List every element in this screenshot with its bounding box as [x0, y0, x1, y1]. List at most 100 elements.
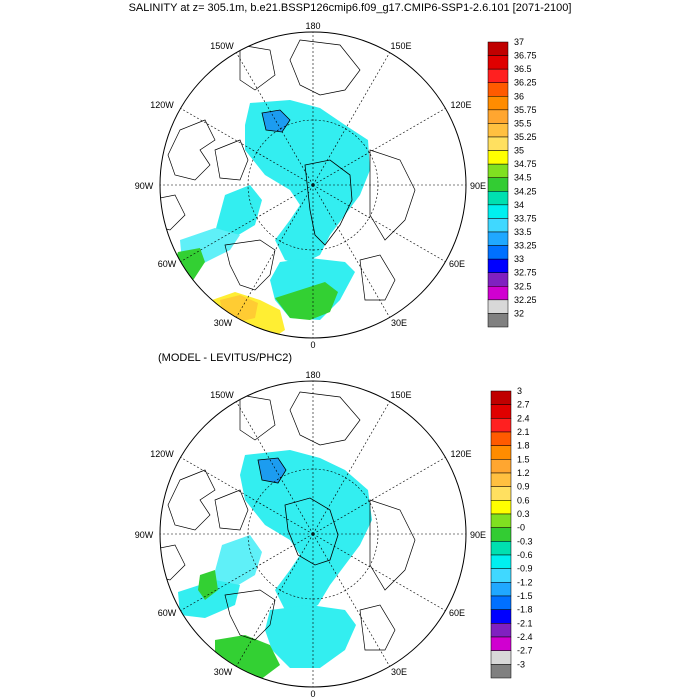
lon-label-60w: 60W	[158, 259, 177, 269]
colorbar-label: 34.25	[514, 186, 537, 196]
difference-subtitle: (MODEL - LEVITUS/PHC2)	[158, 352, 293, 364]
colorbar-label: 1.5	[517, 454, 530, 464]
colorbar-label: 32.25	[514, 295, 537, 305]
colorbar-swatch	[487, 258, 509, 273]
colorbar-swatch	[490, 459, 512, 474]
top-colorbar: 37 36.75 36.5 36.25 36 35.75 35.5 35.25 35 34.75 3…	[487, 37, 537, 328]
lon-label-30e: 30E	[391, 318, 407, 328]
lon-label-180: 180	[305, 21, 320, 31]
colorbar-label: 32.5	[514, 281, 532, 291]
bottom-arctic-basin-fill	[240, 450, 372, 615]
colorbar-swatch	[490, 513, 512, 528]
colorbar-label: 32	[514, 308, 524, 318]
colorbar-label: 0.6	[517, 495, 530, 505]
lon-label-150e: 150E	[390, 390, 411, 400]
colorbar-label: -3	[517, 659, 525, 669]
bottom-contour-line-2	[257, 457, 287, 484]
colorbar-swatch	[490, 650, 512, 665]
colorbar-swatch	[487, 163, 509, 178]
lon-label-150w: 150W	[210, 390, 234, 400]
colorbar-label: 0.9	[517, 482, 530, 492]
colorbar-swatch	[490, 390, 512, 405]
lon-label-0: 0	[310, 340, 315, 350]
colorbar-label: 35.5	[514, 118, 532, 128]
colorbar-swatch	[487, 191, 509, 206]
colorbar-swatch	[487, 204, 509, 219]
colorbar-swatch	[487, 68, 509, 83]
colorbar-swatch	[490, 609, 512, 624]
colorbar-swatch	[490, 568, 512, 583]
colorbar-label: 2.7	[517, 400, 530, 410]
colorbar-label: 33.25	[514, 241, 537, 251]
colorbar-label: 33.5	[514, 227, 532, 237]
top-arctic-basin-fill	[245, 100, 370, 265]
colorbar-swatch	[490, 636, 512, 651]
colorbar-label: 2.1	[517, 427, 530, 437]
colorbar-swatch	[490, 486, 512, 501]
colorbar-swatch	[487, 231, 509, 246]
lon-label-150e: 150E	[390, 41, 411, 51]
bottom-coastline	[160, 391, 416, 651]
colorbar-label: 33	[514, 254, 524, 264]
lon-label-180: 180	[305, 370, 320, 380]
colorbar-swatch	[487, 313, 509, 328]
lon-label-30w: 30W	[214, 667, 233, 677]
colorbar-swatch	[487, 123, 509, 138]
colorbar-swatch	[487, 55, 509, 70]
colorbar-label: 34.75	[514, 159, 537, 169]
bottom-contour-line	[284, 497, 339, 566]
colorbar-swatch	[487, 109, 509, 124]
colorbar-label: 37	[514, 37, 524, 47]
colorbar-label: 35.75	[514, 105, 537, 115]
colorbar-label: -0	[517, 523, 525, 533]
bottom-colorbar: 3 2.7 2.4 2.1 1.8 1.5 1.2 0.9 0.6 0.3 -0 -0.3 -0.6 -0…	[490, 386, 533, 679]
colorbar-swatch	[490, 472, 512, 487]
colorbar-label: 3	[517, 386, 522, 396]
colorbar-swatch	[490, 595, 512, 610]
lon-label-90e: 90E	[470, 181, 486, 191]
colorbar-swatch	[487, 218, 509, 233]
colorbar-swatch	[487, 286, 509, 301]
colorbar-label: -0.3	[517, 536, 533, 546]
top-coastline	[160, 39, 416, 301]
bottom-beaufort-dark-fill	[258, 458, 286, 483]
lon-label-0: 0	[310, 689, 315, 699]
top-canada-channel-fill	[215, 185, 262, 240]
colorbar-swatch	[490, 623, 512, 638]
lon-label-90e: 90E	[470, 530, 486, 540]
colorbar-swatch	[487, 299, 509, 314]
figure-title: SALINITY at z= 305.1m, b.e21.BSSP126cmip…	[128, 2, 572, 14]
colorbar-label: -1.2	[517, 577, 533, 587]
colorbar-swatch	[490, 541, 512, 556]
colorbar-label: -2.4	[517, 632, 533, 642]
colorbar-swatch	[487, 96, 509, 111]
colorbar-label: 1.2	[517, 468, 530, 478]
colorbar-label: 34.5	[514, 173, 532, 183]
colorbar-label: 32.75	[514, 268, 537, 278]
lon-label-120w: 120W	[150, 449, 174, 459]
bottom-atlantic-fill	[265, 605, 356, 668]
colorbar-swatch	[487, 245, 509, 260]
colorbar-swatch	[490, 582, 512, 597]
lon-label-90w: 90W	[135, 530, 154, 540]
colorbar-label: 0.3	[517, 509, 530, 519]
lon-label-120e: 120E	[450, 449, 471, 459]
lon-label-60e: 60E	[449, 608, 465, 618]
colorbar-swatch	[490, 527, 512, 542]
colorbar-label: 2.4	[517, 413, 530, 423]
lon-label-60w: 60W	[158, 608, 177, 618]
colorbar-swatch	[490, 431, 512, 446]
colorbar-swatch	[487, 82, 509, 97]
colorbar-label: 34	[514, 200, 524, 210]
lon-label-30w: 30W	[214, 318, 233, 328]
colorbar-label: 36.75	[514, 51, 537, 61]
colorbar-swatch	[487, 272, 509, 287]
colorbar-swatch	[490, 500, 512, 515]
colorbar-label: 35	[514, 146, 524, 156]
lon-label-150w: 150W	[210, 41, 234, 51]
colorbar-swatch	[490, 445, 512, 460]
colorbar-label: -2.1	[517, 618, 533, 628]
colorbar-label: 36.25	[514, 78, 537, 88]
bottom-labrador-fill	[178, 580, 240, 618]
top-contour-line	[304, 159, 353, 246]
